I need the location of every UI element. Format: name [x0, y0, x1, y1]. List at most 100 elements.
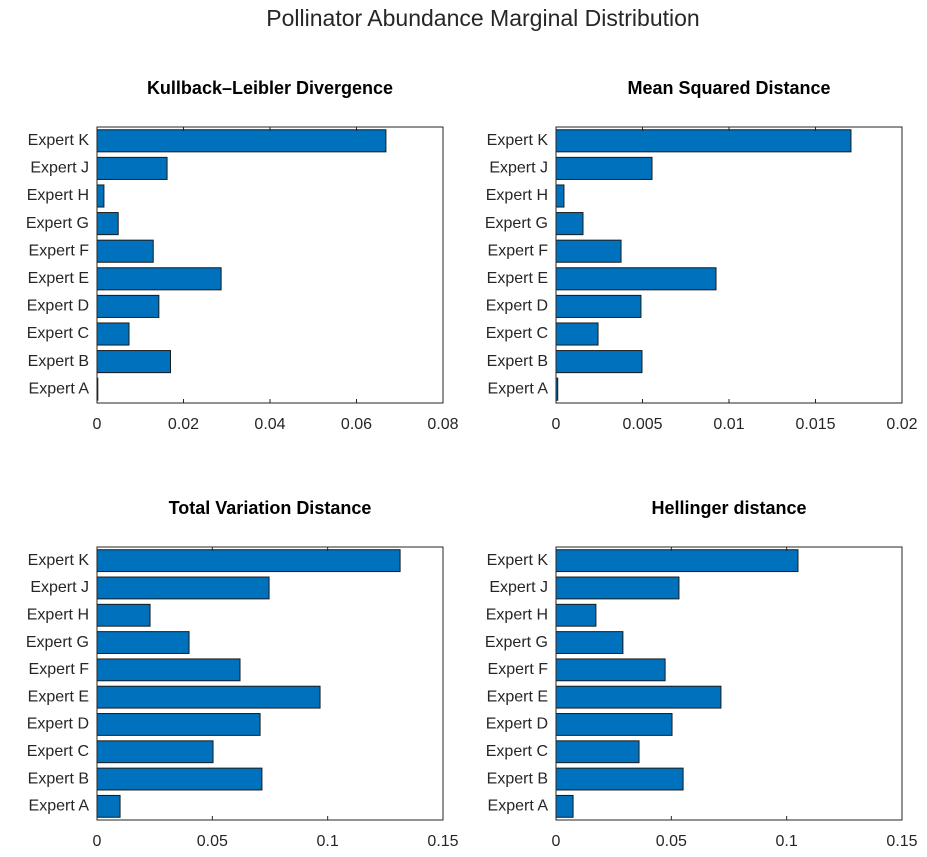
bar: [96, 239, 154, 263]
bar: [96, 576, 270, 600]
y-tick-label: Expert A: [29, 798, 90, 815]
x-tick-label: 0.1: [317, 833, 339, 850]
x-tick-label: 0.15: [886, 833, 917, 850]
bar: [555, 350, 643, 374]
bar: [555, 631, 624, 654]
y-tick-label: Expert K: [487, 552, 549, 569]
bar: [555, 794, 574, 818]
y-tick-label: Expert E: [28, 270, 89, 287]
axes-box: [555, 546, 903, 821]
y-tick-label: Expert C: [27, 325, 89, 342]
bar: [555, 549, 799, 573]
bar: [555, 658, 666, 682]
bar: [555, 294, 642, 318]
y-tick-label: Expert A: [29, 380, 90, 397]
y-tick-label: Expert B: [487, 770, 548, 787]
bar: [96, 350, 172, 374]
bar: [96, 740, 214, 764]
bar: [96, 631, 190, 654]
y-tick-label: Expert F: [488, 661, 549, 678]
bar: [96, 294, 160, 318]
bar: [555, 685, 722, 709]
bar: [96, 267, 222, 291]
y-tick-label: Expert J: [30, 160, 89, 177]
y-tick-label: Expert H: [486, 187, 548, 204]
y-tick-label: Expert K: [28, 132, 90, 149]
x-tick-label: 0.06: [341, 416, 372, 433]
bar: [555, 267, 717, 291]
bar: [555, 713, 673, 736]
y-tick-label: Expert F: [488, 242, 549, 259]
subplot-title: Mean Squared Distance: [627, 78, 830, 98]
bar: [96, 322, 130, 346]
y-tick-label: Expert D: [27, 298, 89, 315]
y-tick-label: Expert B: [487, 353, 548, 370]
y-tick-label: Expert J: [489, 579, 548, 596]
bar: [555, 740, 640, 764]
y-tick-label: Expert E: [487, 270, 548, 287]
x-tick-label: 0: [93, 833, 102, 850]
y-tick-label: Expert D: [486, 716, 548, 733]
subplot-title: Hellinger distance: [651, 498, 806, 518]
figure-title: Pollinator Abundance Marginal Distributi…: [266, 5, 699, 31]
y-tick-label: Expert K: [487, 132, 549, 149]
y-tick-label: Expert B: [28, 353, 89, 370]
axes-box: [96, 546, 444, 821]
y-tick-label: Expert E: [487, 688, 548, 705]
bar: [96, 685, 321, 709]
bar: [96, 184, 105, 208]
bar: [96, 603, 151, 627]
y-tick-label: Expert B: [28, 770, 89, 787]
bar: [96, 658, 241, 682]
subplot-title: Kullback–Leibler Divergence: [147, 78, 393, 98]
y-tick-label: Expert J: [489, 160, 548, 177]
y-tick-label: Expert F: [29, 242, 90, 259]
y-tick-label: Expert D: [486, 298, 548, 315]
x-tick-label: 0.01: [713, 416, 744, 433]
subplot-title: Total Variation Distance: [169, 498, 372, 518]
x-tick-label: 0.08: [427, 416, 458, 433]
bar: [96, 713, 261, 736]
bar: [555, 212, 584, 236]
y-tick-label: Expert H: [486, 606, 548, 623]
x-tick-label: 0.015: [795, 416, 835, 433]
bar: [555, 184, 565, 208]
bar: [555, 129, 852, 153]
y-tick-label: Expert G: [485, 634, 548, 651]
x-tick-label: 0: [93, 416, 102, 433]
y-tick-label: Expert D: [27, 716, 89, 733]
x-tick-label: 0.02: [886, 416, 917, 433]
bar: [96, 549, 401, 573]
bar: [555, 239, 622, 263]
bar: [555, 767, 684, 791]
y-tick-label: Expert A: [488, 380, 549, 397]
x-tick-label: 0.1: [776, 833, 798, 850]
y-tick-label: Expert G: [26, 215, 89, 232]
bar: [96, 212, 119, 236]
y-tick-label: Expert G: [485, 215, 548, 232]
x-tick-label: 0.05: [656, 833, 687, 850]
y-tick-label: Expert C: [486, 743, 548, 760]
bar: [555, 156, 653, 180]
x-tick-label: 0.04: [254, 416, 285, 433]
bar: [96, 129, 387, 153]
bar: [96, 156, 168, 180]
x-tick-label: 0.005: [622, 416, 662, 433]
bar: [96, 767, 263, 791]
bar: [555, 322, 599, 346]
y-tick-label: Expert F: [29, 661, 90, 678]
y-tick-label: Expert A: [488, 798, 549, 815]
y-tick-label: Expert C: [27, 743, 89, 760]
x-tick-label: 0: [552, 833, 561, 850]
x-tick-label: 0.02: [168, 416, 199, 433]
y-tick-label: Expert H: [27, 606, 89, 623]
x-tick-label: 0.05: [197, 833, 228, 850]
x-tick-label: 0: [552, 416, 561, 433]
y-tick-label: Expert E: [28, 688, 89, 705]
y-tick-label: Expert H: [27, 187, 89, 204]
y-tick-label: Expert C: [486, 325, 548, 342]
bar: [555, 576, 680, 600]
bar: [96, 794, 121, 818]
x-tick-label: 0.15: [427, 833, 458, 850]
